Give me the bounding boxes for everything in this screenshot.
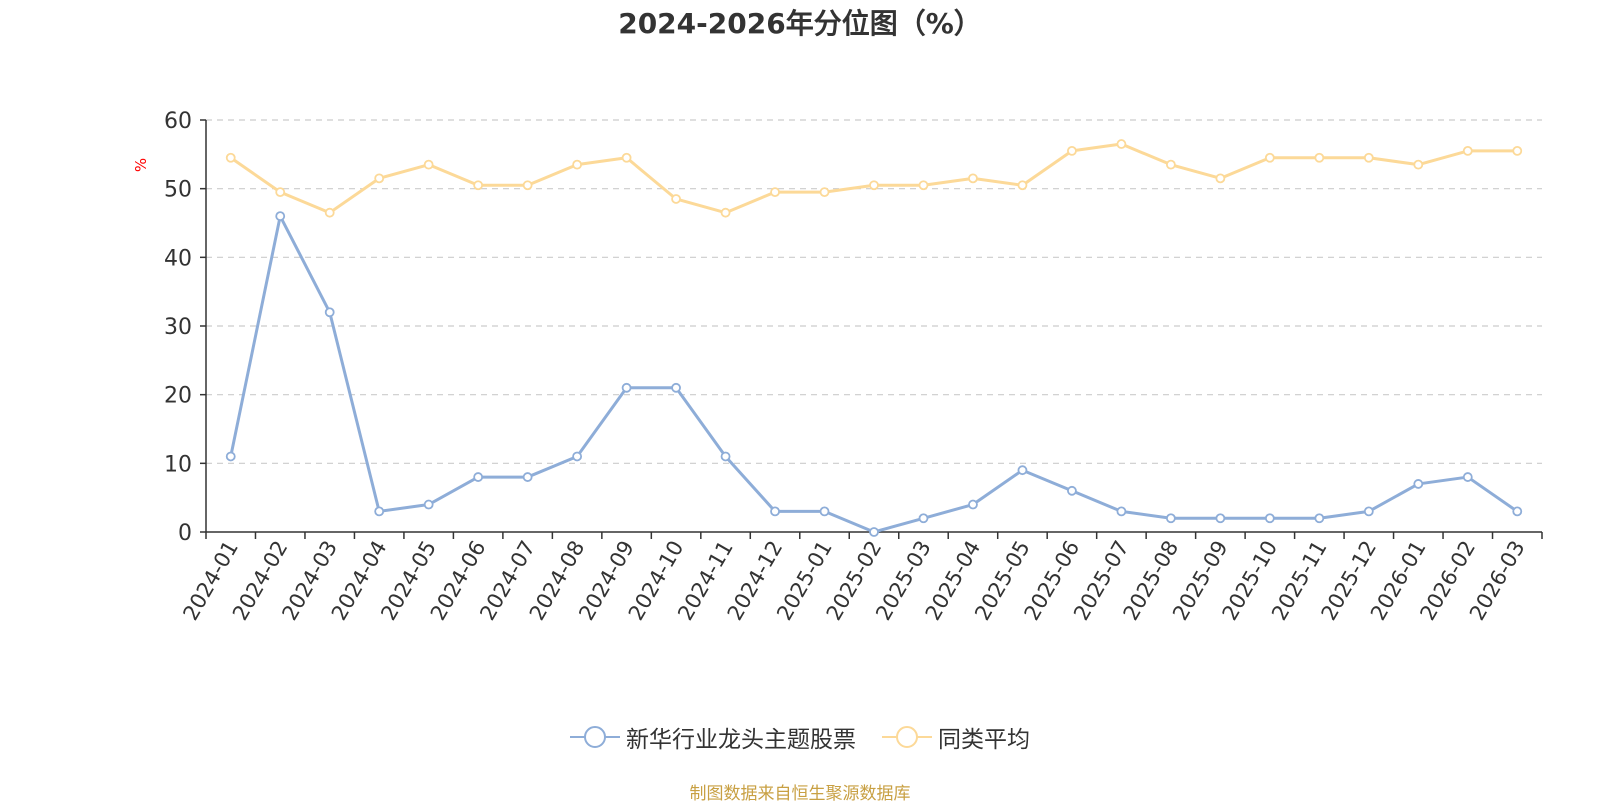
legend-item-series-1[interactable]: 新华行业龙头主题股票 [570, 720, 856, 754]
data-point-series-2 [1215, 173, 1226, 184]
y-tick-label: 40 [164, 246, 192, 271]
source-note: 制图数据来自恒生聚源数据库 [689, 784, 911, 804]
series-line-2 [229, 142, 1518, 215]
data-point-series-1 [374, 506, 385, 517]
data-point-series-2 [572, 159, 583, 170]
y-tick-label: 30 [164, 315, 192, 340]
data-point-series-1 [324, 307, 335, 318]
y-tick-label: 20 [164, 384, 192, 409]
data-point-series-2 [918, 180, 929, 191]
data-point-series-2 [1264, 152, 1275, 163]
legend: 新华行业龙头主题股票 同类平均 [0, 720, 1600, 754]
data-point-series-2 [324, 207, 335, 218]
data-point-series-1 [1067, 485, 1077, 496]
data-point-series-1 [572, 451, 583, 462]
data-point-series-2 [374, 173, 385, 184]
data-point-series-1 [770, 506, 780, 517]
data-point-series-1 [720, 451, 731, 462]
y-tick-label: 50 [164, 178, 192, 203]
data-point-series-2 [473, 180, 484, 191]
data-point-series-2 [819, 187, 830, 198]
chart-title: 2024-2026年分位图（%） [618, 7, 982, 40]
data-point-series-1 [225, 451, 236, 462]
axis-layer: 01020304050602024-012024-022024-032024-0… [164, 109, 1543, 624]
data-point-series-2 [1067, 145, 1077, 156]
data-point-series-2 [720, 207, 731, 218]
data-point-series-1 [1165, 513, 1176, 524]
data-point-series-2 [968, 173, 978, 184]
data-point-series-2 [770, 187, 780, 198]
data-point-series-2 [225, 152, 236, 163]
data-point-series-1 [869, 527, 879, 537]
data-point-series-2 [1116, 139, 1127, 149]
y-tick-label: 60 [164, 109, 192, 134]
data-point-series-1 [1215, 513, 1226, 524]
legend-line-marker-icon [882, 726, 932, 748]
data-point-series-1 [819, 506, 830, 517]
data-point-series-1 [1116, 506, 1127, 517]
grid-layer [206, 119, 1542, 464]
data-point-series-2 [1314, 152, 1325, 163]
data-point-series-1 [968, 499, 978, 510]
y-tick-label: 0 [178, 521, 192, 546]
legend-line-marker-icon [570, 726, 620, 748]
data-point-series-1 [473, 472, 484, 482]
y-axis-unit-label: % [132, 158, 150, 172]
data-point-series-1 [1363, 506, 1374, 517]
data-point-series-2 [1462, 145, 1473, 156]
data-point-series-1 [522, 472, 533, 482]
legend-label-series-1: 新华行业龙头主题股票 [626, 727, 856, 753]
data-point-series-1 [1314, 513, 1325, 524]
data-point-series-1 [1264, 513, 1275, 524]
data-point-series-1 [918, 513, 929, 524]
data-point-series-2 [1413, 159, 1424, 170]
data-point-series-1 [1512, 506, 1523, 517]
data-point-series-2 [1165, 159, 1176, 170]
data-point-series-1 [275, 211, 286, 222]
data-point-series-2 [1363, 152, 1374, 163]
data-point-series-2 [423, 159, 434, 170]
data-point-series-2 [869, 180, 879, 191]
data-point-series-2 [671, 194, 681, 204]
data-point-series-1 [671, 382, 681, 393]
series-layer [225, 139, 1523, 537]
legend-item-series-2[interactable]: 同类平均 [882, 720, 1030, 754]
data-point-series-1 [1462, 472, 1473, 482]
data-point-series-1 [1017, 465, 1028, 476]
data-point-series-1 [621, 382, 632, 393]
data-point-series-2 [275, 187, 286, 198]
series-line-1 [229, 214, 1519, 534]
data-point-series-1 [423, 499, 434, 510]
y-tick-label: 10 [164, 452, 192, 477]
data-point-series-2 [1017, 180, 1028, 191]
legend-label-series-2: 同类平均 [938, 727, 1030, 753]
data-point-series-2 [621, 152, 632, 163]
data-point-series-1 [1413, 479, 1424, 489]
data-point-series-2 [1512, 145, 1523, 156]
data-point-series-2 [522, 180, 533, 191]
